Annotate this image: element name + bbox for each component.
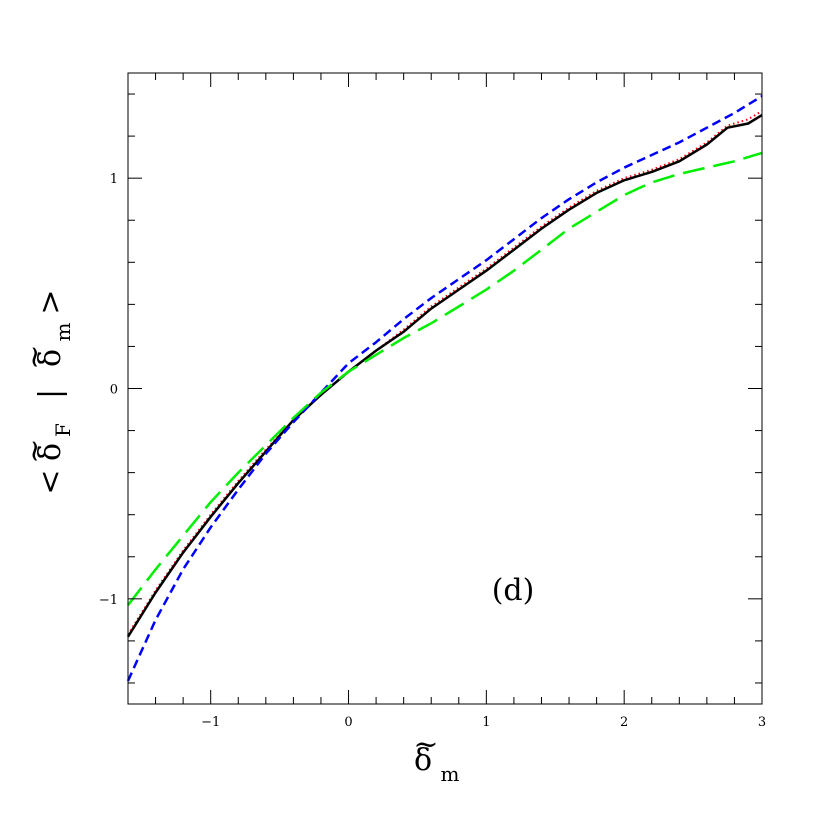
x-axis-title: δ ~ m	[413, 727, 459, 786]
x-axis-accent: ~	[413, 727, 438, 762]
y-axis-close: >	[33, 289, 68, 314]
x-tick-label: 1	[482, 715, 490, 730]
y-axis-accent-m: ~	[17, 344, 52, 369]
x-tick-label: 2	[620, 715, 628, 730]
tick-layer	[127, 73, 763, 704]
x-axis-symbol: δ	[414, 743, 432, 778]
series-line-dotted	[127, 110, 763, 636]
tick-label-layer: −1 0 1 2 3 −1 0 1	[99, 172, 766, 730]
series-line-short-dash	[126, 95, 763, 682]
y-axis-title: < δ ~ F | δ ~ m >	[17, 289, 75, 494]
series-layer	[126, 95, 763, 682]
y-axis-open: <	[33, 469, 68, 494]
series-line-long-dash	[127, 151, 763, 606]
series-line-solid	[126, 114, 763, 638]
x-tick-label: −1	[201, 715, 220, 730]
x-axis-subscript: m	[441, 762, 460, 786]
y-tick-label: −1	[99, 593, 118, 608]
y-axis-subscript-f: F	[51, 423, 75, 437]
x-tick-label: 0	[344, 715, 352, 730]
y-axis-accent-f: ~	[17, 438, 52, 463]
y-axis-subscript-m: m	[51, 322, 75, 341]
y-axis-bar: |	[33, 389, 68, 399]
panel-label: (d)	[492, 573, 535, 608]
y-axis-symbol-m: δ	[33, 349, 68, 367]
y-tick-label: 1	[110, 172, 118, 187]
plot-frame	[127, 72, 763, 705]
y-axis-symbol-f: δ	[33, 443, 68, 461]
y-tick-label: 0	[110, 383, 118, 398]
x-tick-label: 3	[758, 715, 766, 730]
